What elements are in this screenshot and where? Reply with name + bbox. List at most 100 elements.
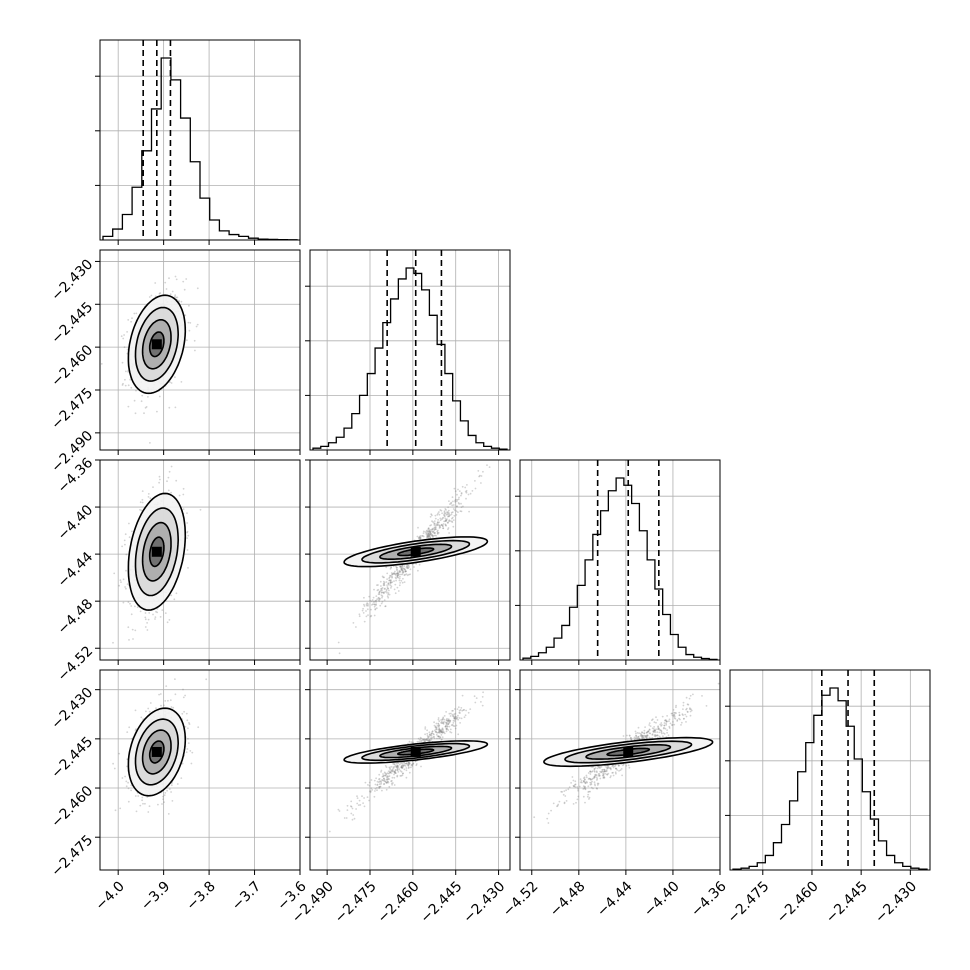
scatter-point (174, 295, 176, 298)
scatter-point (591, 777, 594, 780)
panel-2-0: −4.52−4.48−4.44−4.40−4.36 (55, 455, 301, 685)
scatter-point (419, 536, 421, 539)
scatter-point (142, 802, 144, 805)
scatter-point (362, 612, 365, 614)
scatter-point (588, 796, 591, 799)
scatter-point (158, 475, 161, 478)
scatter-point (603, 768, 606, 771)
scatter-point (170, 791, 173, 793)
scatter-point (396, 572, 399, 575)
scatter-point (185, 278, 188, 280)
scatter-point (429, 533, 431, 536)
scatter-point (678, 714, 681, 717)
scatter-point (416, 740, 419, 743)
scatter-point (380, 585, 382, 587)
scatter-point (118, 584, 120, 587)
scatter-point (143, 412, 145, 415)
scatter-point (626, 734, 628, 737)
scatter-point (393, 588, 396, 591)
scatter-point (644, 726, 646, 728)
scatter-point (429, 530, 432, 533)
y-tick-label-1-1: −2.475 (48, 385, 96, 433)
scatter-point (140, 509, 143, 512)
scatter-point (163, 801, 165, 804)
scatter-point (383, 592, 385, 595)
scatter-point (437, 512, 439, 515)
scatter-point (678, 711, 681, 714)
scatter-point (390, 575, 392, 577)
scatter-point (665, 724, 668, 726)
scatter-point (436, 532, 439, 534)
scatter-point (118, 752, 121, 755)
scatter-point (396, 571, 399, 573)
scatter-point (113, 767, 116, 770)
scatter-point (145, 710, 147, 713)
scatter-point (636, 738, 639, 740)
scatter-point (144, 616, 147, 619)
scatter-point (587, 791, 590, 793)
scatter-point (346, 809, 349, 811)
scatter-point (454, 499, 456, 502)
scatter-point (458, 717, 461, 719)
scatter-point (443, 514, 445, 516)
scatter-point (426, 533, 429, 536)
scatter-point (121, 545, 123, 548)
scatter-point (449, 520, 452, 522)
scatter-point (434, 528, 437, 530)
scatter-point (368, 781, 371, 784)
scatter-point (399, 565, 402, 568)
scatter-point (165, 288, 168, 290)
density-peak (623, 746, 634, 757)
scatter-point (392, 572, 395, 575)
scatter-point (380, 588, 382, 590)
scatter-point (401, 774, 404, 777)
scatter-point (676, 720, 679, 722)
scatter-point (387, 587, 389, 590)
scatter-point (427, 534, 430, 536)
scatter-point (161, 609, 164, 611)
scatter-point (160, 704, 162, 707)
scatter-point (628, 766, 631, 769)
scatter-point (577, 788, 579, 790)
scatter-point (389, 568, 392, 570)
scatter-point (436, 522, 439, 525)
scatter-point (383, 582, 386, 585)
scatter-point (612, 774, 615, 777)
scatter-point (431, 528, 434, 531)
scatter-point (432, 736, 435, 738)
scatter-point (614, 767, 617, 770)
scatter-point (601, 769, 603, 771)
scatter-point (575, 801, 577, 804)
scatter-point (127, 626, 130, 629)
scatter-point (350, 800, 353, 803)
scatter-point (363, 603, 365, 606)
scatter-point (395, 762, 398, 765)
scatter-point (658, 731, 661, 734)
scatter-point (595, 776, 598, 779)
scatter-point (436, 737, 438, 740)
scatter-point (666, 729, 668, 731)
scatter-point (449, 715, 452, 717)
scatter-point (440, 524, 442, 526)
scatter-point (441, 523, 443, 526)
scatter-point (439, 736, 442, 738)
density-peak (410, 746, 421, 757)
scatter-point (370, 600, 373, 603)
y-tick-label-2-2: −4.44 (55, 549, 97, 591)
scatter-point (633, 738, 636, 741)
scatter-point (633, 736, 636, 739)
scatter-point (671, 724, 673, 726)
scatter-point (428, 535, 431, 538)
scatter-point (373, 603, 376, 606)
scatter-point (396, 568, 398, 571)
scatter-point (643, 729, 646, 732)
scatter-point (406, 574, 409, 577)
scatter-point (147, 707, 150, 710)
scatter-point (438, 527, 441, 529)
scatter-point (562, 793, 565, 796)
scatter-point (173, 598, 176, 601)
scatter-point (121, 384, 124, 386)
scatter-point (431, 535, 434, 538)
scatter-point (449, 503, 451, 505)
scatter-point (441, 518, 443, 521)
